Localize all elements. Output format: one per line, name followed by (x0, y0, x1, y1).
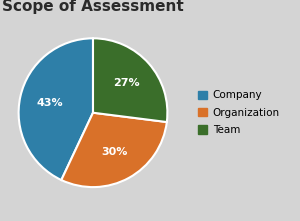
Wedge shape (93, 38, 167, 122)
Text: 43%: 43% (36, 98, 63, 108)
Wedge shape (61, 113, 167, 187)
Title: Scope of Assessment: Scope of Assessment (2, 0, 184, 14)
Wedge shape (19, 38, 93, 180)
Text: 27%: 27% (113, 78, 140, 88)
Text: 30%: 30% (101, 147, 128, 157)
Legend: Company, Organization, Team: Company, Organization, Team (195, 87, 283, 138)
